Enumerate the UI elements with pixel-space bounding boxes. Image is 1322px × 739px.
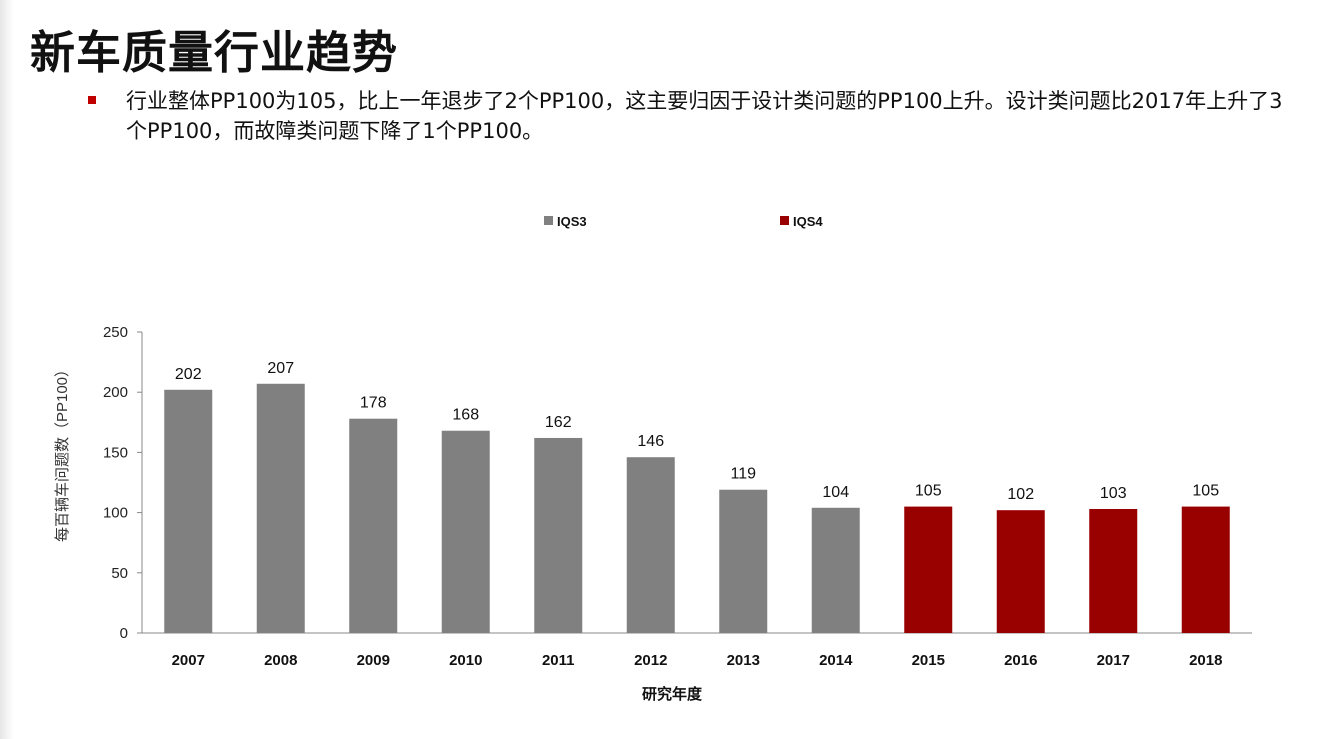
x-axis-title: 研究年度	[642, 685, 703, 703]
bar-2013	[719, 489, 768, 633]
bullet-marker	[88, 96, 96, 104]
x-tick-label: 2012	[634, 652, 667, 669]
slide-edge-shadow	[0, 0, 14, 739]
bar-2018	[1181, 506, 1230, 633]
x-tick-label: 2007	[172, 652, 205, 669]
data-label: 105	[1192, 483, 1219, 500]
bar-2010	[441, 430, 490, 633]
data-label: 105	[915, 483, 942, 500]
data-label: 202	[175, 366, 202, 383]
bar-2008	[256, 383, 305, 633]
bar-2015	[904, 506, 953, 633]
x-tick-label: 2010	[449, 652, 482, 669]
legend-label: IQS3	[557, 214, 587, 229]
bar-2017	[1089, 508, 1138, 633]
data-label: 104	[822, 484, 849, 501]
x-tick-label: 2018	[1189, 652, 1222, 669]
bar-2007	[164, 389, 213, 633]
y-tick-label: 100	[103, 505, 128, 522]
y-tick-label: 50	[111, 565, 128, 582]
y-tick-label: 0	[120, 625, 128, 642]
x-tick-label: 2011	[542, 652, 575, 669]
slide-title: 新车质量行业趋势	[30, 26, 399, 79]
x-tick-label: 2009	[357, 652, 390, 669]
bar-2014	[811, 507, 860, 633]
legend-swatch-IQS3	[544, 216, 553, 225]
data-label: 102	[1007, 486, 1034, 503]
x-tick-label: 2015	[912, 652, 945, 669]
data-label: 146	[637, 433, 664, 450]
y-axis-title: 每百辆车问题数（PP100）	[54, 362, 71, 542]
x-tick-label: 2017	[1097, 652, 1130, 669]
bar-2016	[996, 510, 1045, 633]
legend-label: IQS4	[793, 214, 823, 229]
data-label: 207	[267, 360, 294, 377]
legend-swatch-IQS4	[780, 216, 789, 225]
x-tick-label: 2013	[727, 652, 760, 669]
data-label: 178	[360, 395, 387, 412]
data-label: 162	[545, 414, 572, 431]
x-tick-label: 2014	[819, 652, 853, 669]
bar-2011	[534, 437, 583, 633]
bar-2009	[349, 418, 398, 633]
bullet-text: 行业整体PP100为105，比上一年退步了2个PP100，这主要归因于设计类问题…	[126, 89, 1283, 143]
bar-2012	[626, 457, 675, 633]
y-tick-label: 200	[103, 384, 128, 401]
data-label: 119	[730, 466, 756, 483]
x-tick-label: 2016	[1004, 652, 1037, 669]
data-label: 168	[452, 407, 479, 424]
data-label: 103	[1100, 485, 1127, 502]
y-tick-label: 250	[103, 324, 128, 341]
x-tick-label: 2008	[264, 652, 297, 669]
y-tick-label: 150	[103, 444, 128, 461]
